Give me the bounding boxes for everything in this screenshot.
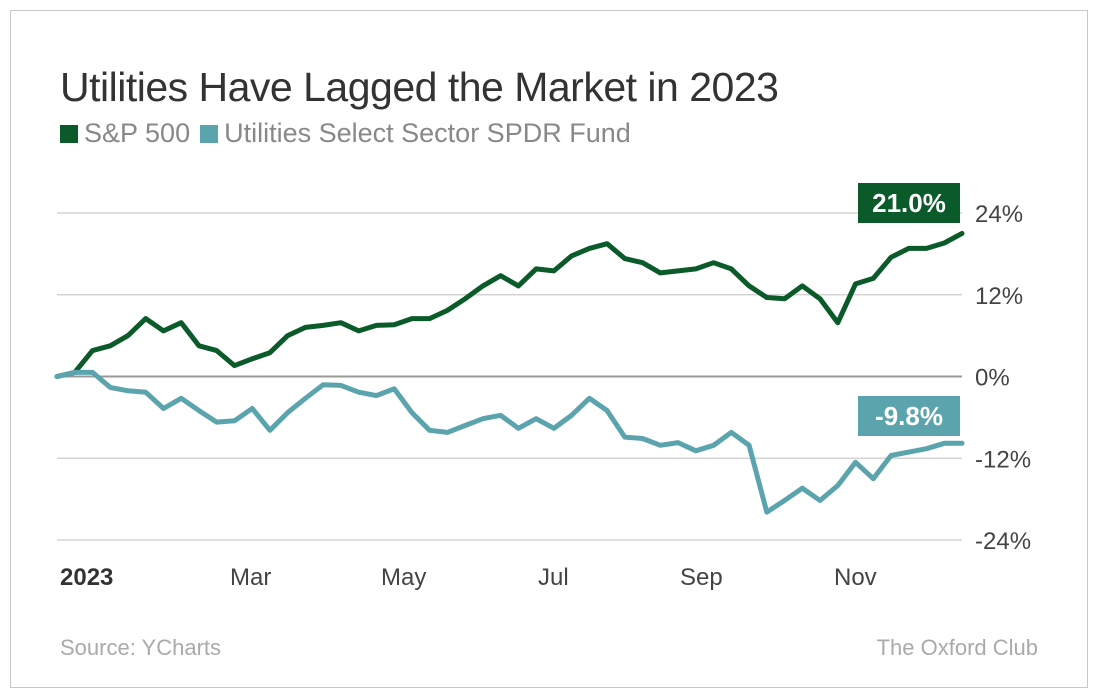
y-tick-label: 24%	[975, 201, 1023, 228]
legend-label: Utilities Select Sector SPDR Fund	[224, 118, 631, 148]
legend-swatch	[200, 124, 219, 143]
x-tick-label: Nov	[834, 564, 877, 591]
legend-swatch	[60, 124, 78, 143]
y-tick-label: 0%	[975, 365, 1010, 392]
sp500-end-label: 21.0%	[858, 183, 960, 223]
y-tick-label: -24%	[975, 528, 1031, 555]
legend-item-sp500: S&P 500	[60, 118, 190, 149]
x-tick-label: Sep	[680, 564, 723, 591]
x-tick-label: 2023	[60, 564, 114, 591]
legend: S&P 500 Utilities Select Sector SPDR Fun…	[60, 118, 641, 149]
legend-item-utilities: Utilities Select Sector SPDR Fund	[200, 118, 631, 149]
x-tick-label: May	[381, 564, 427, 591]
y-tick-label: -12%	[975, 446, 1031, 473]
utilities-end-label: -9.8%	[858, 396, 960, 436]
brand-credit: The Oxford Club	[876, 635, 1038, 660]
y-tick-label: 12%	[975, 283, 1023, 310]
x-tick-label: Jul	[538, 564, 569, 591]
x-tick-label: Mar	[230, 564, 272, 591]
source-note: Source: YCharts	[60, 635, 222, 660]
legend-label: S&P 500	[84, 118, 191, 148]
chart-frame	[10, 10, 1088, 688]
series-line-0	[54, 230, 965, 379]
series-line-1	[54, 369, 965, 515]
chart-title: Utilities Have Lagged the Market in 2023	[60, 64, 779, 110]
